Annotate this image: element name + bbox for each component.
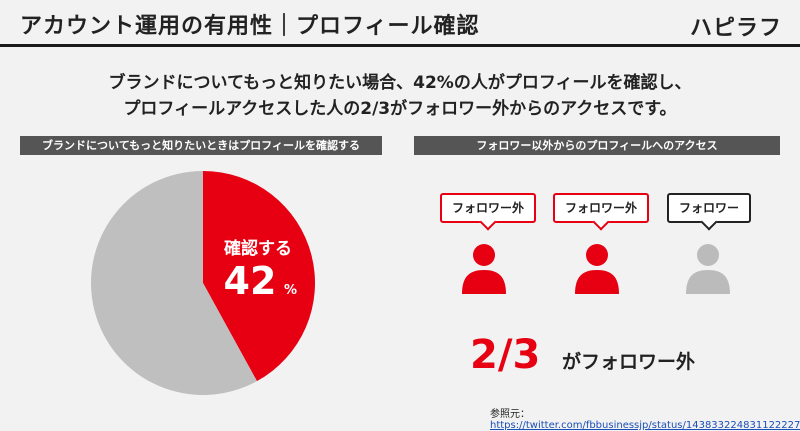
person-tag-3: フォロワー	[667, 193, 752, 223]
reference: 参照元：https://twitter.com/fbbusinessjp/sta…	[490, 405, 800, 431]
title-divider	[0, 44, 800, 47]
right-panel-header: フォロワー以外からのプロフィールへのアクセス	[414, 136, 780, 155]
person-tag-2: フォロワー外	[553, 193, 650, 223]
left-panel-header: ブランドについてもっと知りたいときはプロフィールを確認する	[20, 136, 382, 155]
pie-slice-1	[91, 171, 257, 395]
pie-chart: 確認する 42 %	[91, 171, 315, 395]
reference-link[interactable]: https://twitter.com/fbbusinessjp/status/…	[490, 420, 800, 431]
reference-label: 参照元：	[490, 409, 530, 420]
big-ratio: 2/3	[470, 332, 541, 378]
pie-slice-label: 確認する	[224, 238, 292, 259]
page-title: アカウント運用の有用性｜プロフィール確認	[20, 14, 480, 39]
person-icon	[575, 244, 619, 294]
lead-line-1: ブランドについてもっと知りたい場合、42%の人がプロフィールを確認し、	[108, 73, 692, 93]
person-icon	[462, 244, 506, 294]
pie-slice-0	[203, 171, 315, 382]
logo: ハピラフ	[689, 16, 782, 41]
pie-slice-value: 42	[224, 259, 277, 303]
person-icon	[686, 244, 730, 294]
pie-slice-unit: %	[284, 283, 297, 298]
person-tag-1: フォロワー外	[440, 193, 537, 223]
lead-line-2: プロフィールアクセスした人の2/3がフォロワー外からのアクセスです。	[123, 99, 677, 119]
big-ratio-suffix: がフォロワー外	[562, 351, 696, 373]
